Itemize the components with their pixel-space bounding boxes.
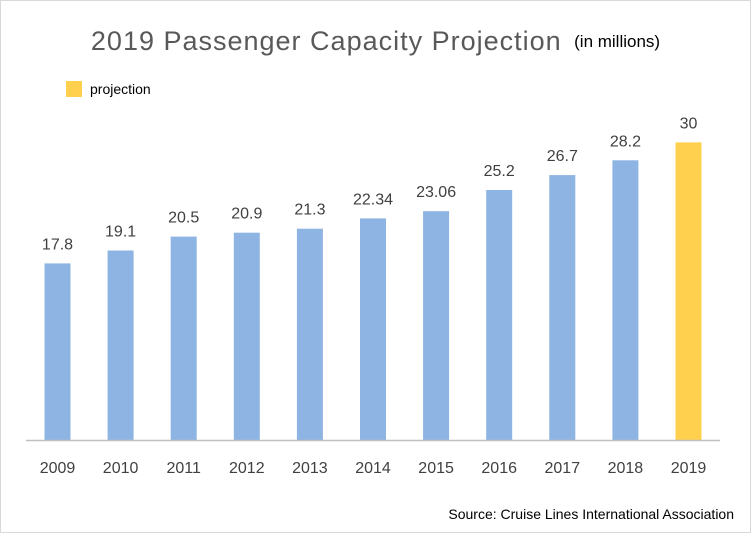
bar-2013: [296, 228, 323, 440]
chart-title-units: (in millions): [574, 32, 661, 51]
data-label-2013: 21.3: [294, 202, 325, 219]
x-tick-label-2012: 2012: [229, 460, 265, 477]
x-tick-label-2019: 2019: [671, 460, 707, 477]
bar-2019: [675, 142, 702, 440]
bar-2014: [360, 218, 386, 440]
x-tick-label-2018: 2018: [608, 460, 644, 477]
x-tick-label-2014: 2014: [355, 460, 391, 477]
data-label-2009: 17.8: [42, 236, 73, 253]
x-tick-label-2010: 2010: [103, 460, 139, 477]
data-label-2012: 20.9: [231, 206, 262, 223]
x-tick-label-2013: 2013: [292, 460, 328, 477]
data-label-2016: 25.2: [484, 163, 515, 180]
x-tick-label-2015: 2015: [418, 460, 454, 477]
bar-2017: [549, 175, 576, 440]
data-label-2019: 30: [680, 115, 698, 132]
bar-2015: [423, 211, 450, 440]
bar-2012: [233, 232, 260, 440]
data-label-2015: 23.06: [416, 184, 456, 201]
data-label-2010: 19.1: [105, 224, 136, 241]
legend: projection: [66, 81, 151, 97]
chart-title-main: 2019 Passenger Capacity Projection: [90, 26, 562, 56]
bar-2010: [107, 250, 134, 440]
x-tick-label-2011: 2011: [166, 460, 201, 477]
bar-2011: [170, 236, 197, 440]
data-label-2014: 22.34: [353, 191, 393, 208]
data-label-2017: 26.7: [547, 148, 578, 165]
source-note: Source: Cruise Lines International Assoc…: [448, 506, 734, 522]
data-label-2018: 28.2: [610, 133, 641, 150]
bar-2016: [486, 190, 513, 440]
bar-2009: [44, 263, 71, 440]
data-label-2011: 20.5: [168, 210, 199, 227]
chart-title: 2019 Passenger Capacity Projection (in m…: [0, 26, 751, 57]
legend-label-projection: projection: [90, 81, 151, 97]
bar-2018: [612, 160, 639, 441]
x-tick-label-2017: 2017: [545, 460, 581, 477]
legend-swatch-projection: [66, 81, 82, 97]
x-tick-label-2016: 2016: [481, 460, 517, 477]
x-tick-label-2009: 2009: [40, 460, 76, 477]
